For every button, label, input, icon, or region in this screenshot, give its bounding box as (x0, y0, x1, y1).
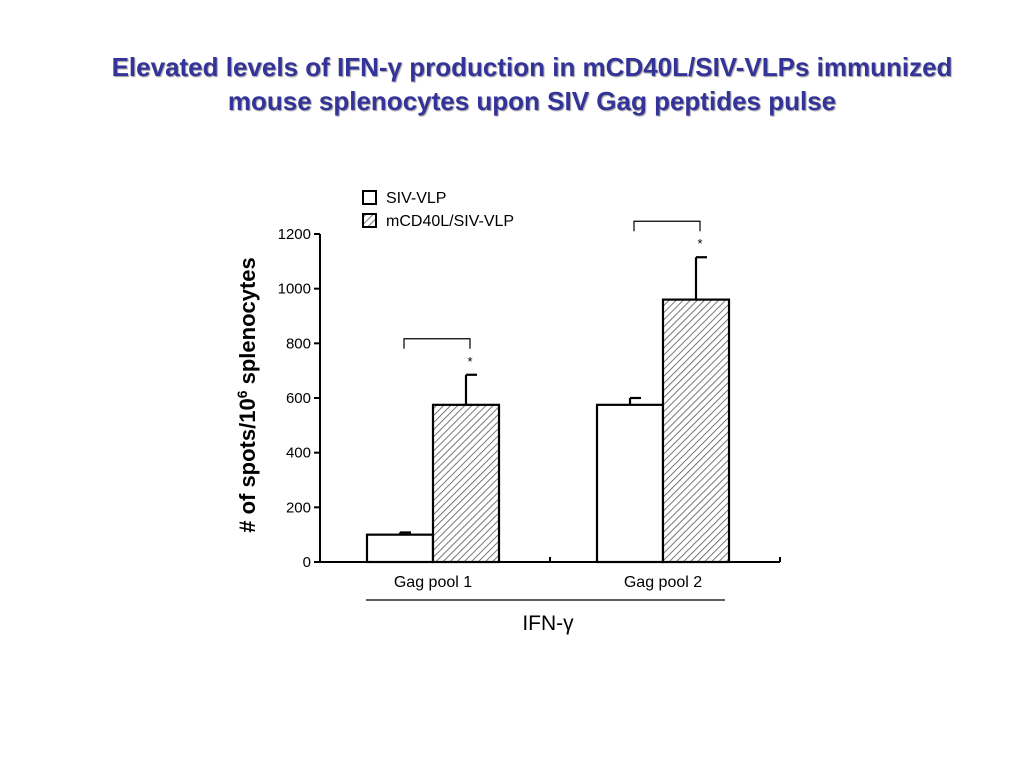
y-axis-label: # of spots/106 splenocytes (234, 257, 260, 533)
y-tick-label: 0 (303, 554, 311, 571)
y-tick-label: 400 (286, 445, 311, 462)
x-axis-label: IFN-γ (522, 612, 574, 635)
bar-siv-vlp-2 (595, 403, 665, 564)
significance-bracket (403, 338, 471, 349)
bar-siv-vlp-1 (365, 533, 435, 564)
slide-title: Elevated levels of IFN-γ production in m… (40, 50, 1024, 118)
y-tick-label: 200 (286, 499, 311, 516)
significance-marker: * (467, 354, 472, 369)
legend-label: mCD40L/SIV-VLP (386, 213, 514, 230)
y-tick-label: 600 (286, 390, 311, 407)
significance-bracket (633, 220, 701, 232)
legend-swatch-mcd40l-siv-vlp (362, 213, 377, 228)
title-line-1: Elevated levels of IFN-γ production in m… (111, 52, 953, 82)
y-tick-label: 1200 (278, 226, 311, 243)
significance-marker: * (697, 236, 702, 251)
axis-labels: Gag pool 1 Gag pool 2 IFN-γ # of spots/106 … (234, 257, 725, 635)
axes: 0 200 400 600 800 1000 1200 (278, 226, 781, 571)
bar-mcd40l-siv-vlp-2 (661, 298, 731, 564)
legend-label: SIV-VLP (386, 190, 446, 207)
y-tick-label: 800 (286, 335, 311, 352)
y-axis-label-main: # of spots/10 (235, 398, 260, 532)
legend-swatch-siv-vlp (362, 190, 377, 205)
bars: ** (365, 220, 731, 564)
legend: SIV-VLP mCD40L/SIV-VLP (362, 190, 514, 230)
bar-mcd40l-siv-vlp-1 (431, 403, 501, 564)
y-axis-label-superscript: 6 (234, 390, 250, 398)
category-label: Gag pool 1 (394, 574, 472, 591)
title-line-2: mouse splenocytes upon SIV Gag peptides … (227, 86, 837, 116)
y-axis-label-tail: splenocytes (235, 257, 260, 390)
category-label: Gag pool 2 (624, 574, 702, 591)
y-tick-label: 1000 (278, 281, 311, 298)
